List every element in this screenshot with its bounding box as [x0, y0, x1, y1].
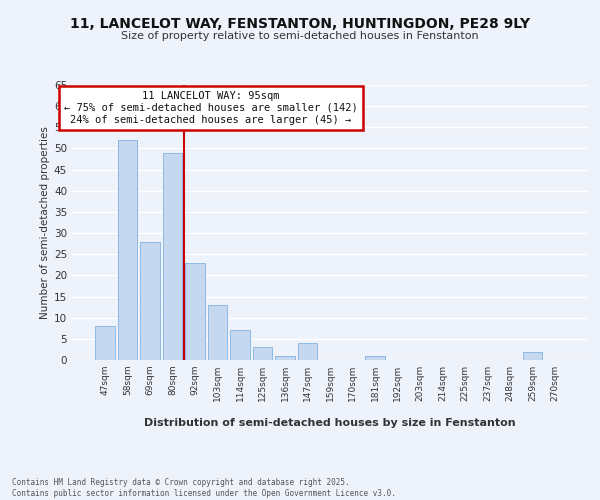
Text: 11 LANCELOT WAY: 95sqm
← 75% of semi-detached houses are smaller (142)
24% of se: 11 LANCELOT WAY: 95sqm ← 75% of semi-det… — [64, 92, 358, 124]
Bar — [163, 152, 182, 360]
Bar — [230, 330, 250, 360]
Text: Size of property relative to semi-detached houses in Fenstanton: Size of property relative to semi-detach… — [121, 31, 479, 41]
Bar — [523, 352, 542, 360]
Text: Contains HM Land Registry data © Crown copyright and database right 2025.
Contai: Contains HM Land Registry data © Crown c… — [12, 478, 396, 498]
Y-axis label: Number of semi-detached properties: Number of semi-detached properties — [40, 126, 50, 319]
Bar — [95, 326, 115, 360]
Bar — [365, 356, 385, 360]
Bar — [208, 305, 227, 360]
Bar — [298, 343, 317, 360]
Bar — [275, 356, 295, 360]
Text: Distribution of semi-detached houses by size in Fenstanton: Distribution of semi-detached houses by … — [144, 418, 516, 428]
Bar — [140, 242, 160, 360]
Bar — [185, 262, 205, 360]
Bar — [253, 348, 272, 360]
Bar — [118, 140, 137, 360]
Text: 11, LANCELOT WAY, FENSTANTON, HUNTINGDON, PE28 9LY: 11, LANCELOT WAY, FENSTANTON, HUNTINGDON… — [70, 18, 530, 32]
